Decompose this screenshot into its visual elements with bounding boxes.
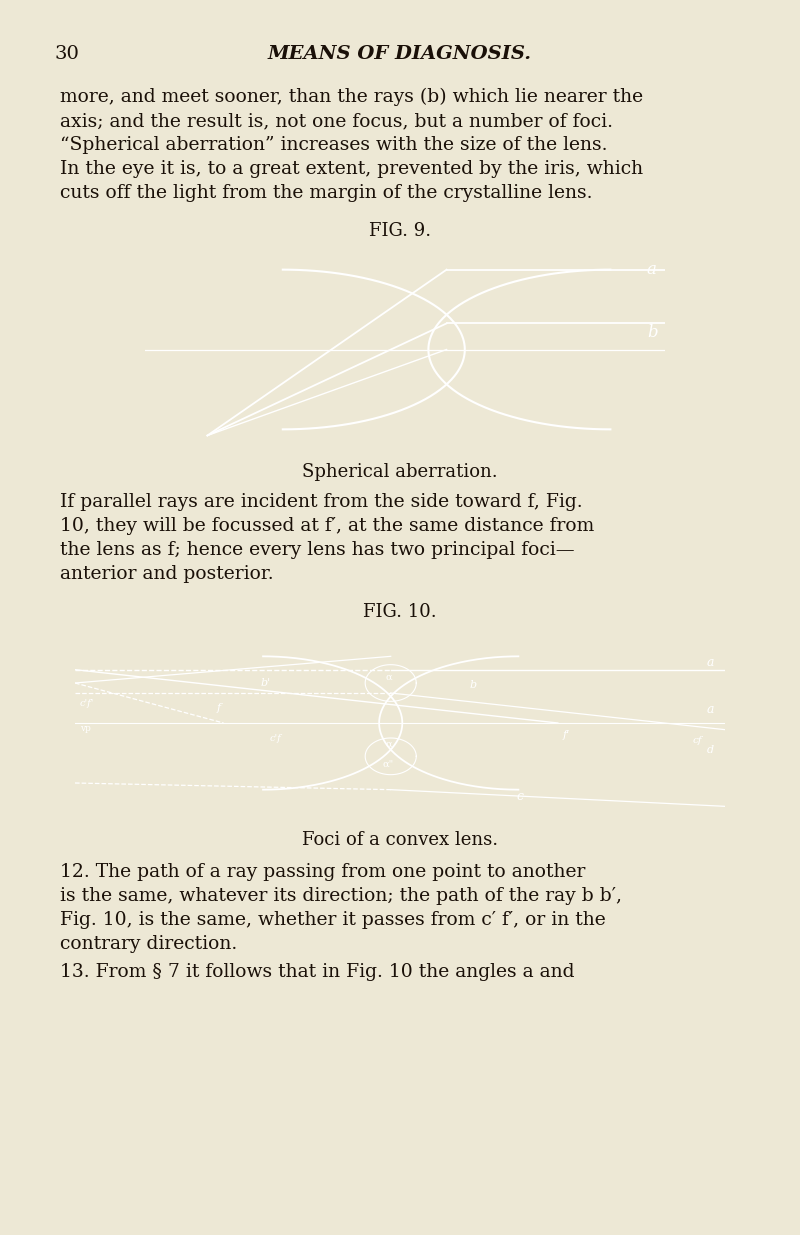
Text: 30: 30 bbox=[55, 44, 80, 63]
Text: the lens as f; hence every lens has two principal foci—: the lens as f; hence every lens has two … bbox=[60, 541, 574, 559]
Text: MEANS OF DIAGNOSIS.: MEANS OF DIAGNOSIS. bbox=[268, 44, 532, 63]
Text: FIG. 10.: FIG. 10. bbox=[363, 603, 437, 621]
Text: f: f bbox=[217, 704, 221, 714]
Text: α: α bbox=[385, 740, 392, 748]
Text: c'f: c'f bbox=[270, 735, 282, 743]
Text: FIG. 9.: FIG. 9. bbox=[369, 222, 431, 240]
Text: 12. The path of a ray passing from one point to another: 12. The path of a ray passing from one p… bbox=[60, 863, 586, 881]
Text: Foci of a convex lens.: Foci of a convex lens. bbox=[302, 831, 498, 848]
Text: cuts off the light from the margin of the crystalline lens.: cuts off the light from the margin of th… bbox=[60, 184, 593, 203]
Text: b': b' bbox=[261, 678, 271, 688]
Text: cf: cf bbox=[693, 736, 702, 745]
Text: α: α bbox=[385, 673, 392, 682]
Text: c'f': c'f' bbox=[80, 699, 94, 709]
Text: Spherical aberration.: Spherical aberration. bbox=[302, 463, 498, 480]
Text: a: a bbox=[706, 656, 714, 669]
Text: c: c bbox=[516, 789, 523, 803]
Text: 10, they will be focussed at f′, at the same distance from: 10, they will be focussed at f′, at the … bbox=[60, 517, 594, 535]
Text: Fig. 10, is the same, whether it passes from c′ f′, or in the: Fig. 10, is the same, whether it passes … bbox=[60, 911, 606, 929]
Text: a: a bbox=[706, 703, 714, 716]
Text: b: b bbox=[646, 324, 658, 341]
Text: axis; and the result is, not one focus, but a number of foci.: axis; and the result is, not one focus, … bbox=[60, 112, 613, 130]
Text: d: d bbox=[706, 745, 714, 755]
Text: more, and meet sooner, than the rays (b) which lie nearer the: more, and meet sooner, than the rays (b)… bbox=[60, 88, 643, 106]
Text: In the eye it is, to a great extent, prevented by the iris, which: In the eye it is, to a great extent, pre… bbox=[60, 161, 643, 178]
Text: anterior and posterior.: anterior and posterior. bbox=[60, 564, 274, 583]
Text: If parallel rays are incident from the side toward f, Fig.: If parallel rays are incident from the s… bbox=[60, 493, 582, 511]
Text: 13. From § 7 it follows that in Fig. 10 the angles a and: 13. From § 7 it follows that in Fig. 10 … bbox=[60, 963, 574, 981]
Text: f': f' bbox=[562, 730, 570, 740]
Text: b: b bbox=[470, 680, 477, 690]
Text: a: a bbox=[646, 261, 657, 278]
Text: is the same, whatever its direction; the path of the ray b b′,: is the same, whatever its direction; the… bbox=[60, 887, 622, 905]
Text: vp: vp bbox=[80, 725, 90, 734]
Text: “Spherical aberration” increases with the size of the lens.: “Spherical aberration” increases with th… bbox=[60, 136, 607, 154]
Text: α": α" bbox=[382, 760, 394, 768]
Text: contrary direction.: contrary direction. bbox=[60, 935, 238, 953]
